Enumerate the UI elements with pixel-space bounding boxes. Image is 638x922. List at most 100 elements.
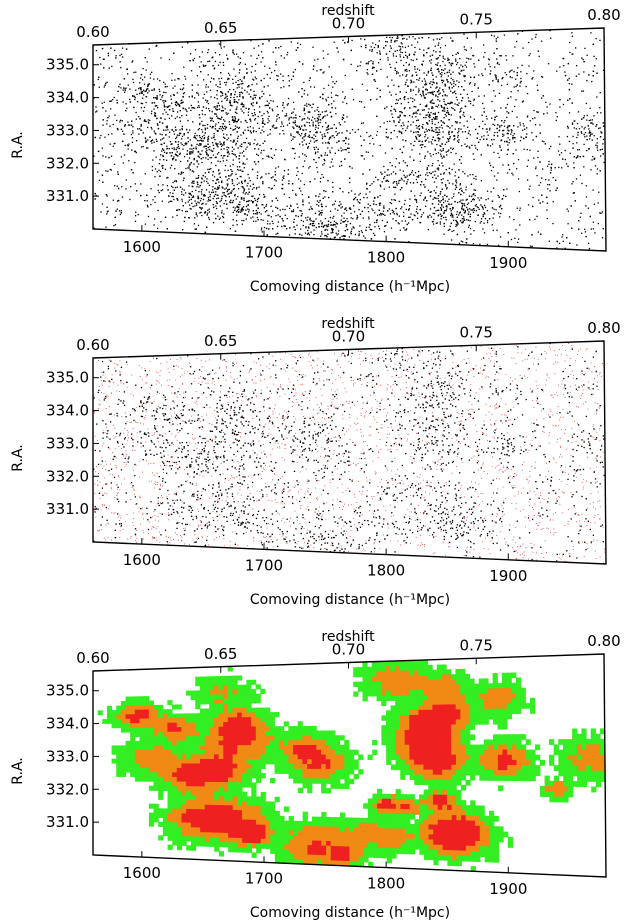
galaxy-point (232, 141, 234, 143)
galaxy-point (202, 124, 204, 127)
galaxy-point (373, 181, 375, 183)
galaxy-point (428, 47, 430, 49)
galaxy-point (97, 171, 99, 173)
galaxy-point (312, 46, 314, 48)
galaxy-point (480, 197, 482, 199)
galaxy-point (295, 194, 297, 197)
galaxy-point (483, 95, 485, 97)
galaxy-point (311, 106, 313, 109)
galaxy-point (444, 194, 446, 196)
galaxy-point (147, 206, 149, 208)
galaxy-point (406, 79, 408, 81)
galaxy-point (216, 194, 218, 196)
galaxy-point (414, 112, 416, 114)
galaxy-point (265, 227, 268, 230)
plot-area (93, 29, 606, 250)
galaxy-point (423, 78, 426, 80)
galaxy-point (396, 49, 398, 52)
galaxy-point (447, 140, 450, 142)
galaxy-point (567, 165, 569, 168)
galaxy-point (283, 133, 285, 135)
galaxy-point (216, 89, 219, 92)
galaxy-point (223, 144, 225, 146)
galaxy-point (224, 97, 226, 99)
galaxy-point (250, 102, 253, 105)
galaxy-point (313, 141, 316, 143)
galaxy-point (562, 234, 564, 236)
galaxy-point (303, 81, 305, 84)
galaxy-point (200, 143, 202, 145)
galaxy-point (307, 117, 309, 119)
galaxy-point (425, 82, 427, 84)
galaxy-point (460, 187, 462, 190)
galaxy-point (119, 213, 122, 216)
galaxy-point (464, 210, 466, 212)
galaxy-point (394, 193, 396, 195)
galaxy-point (207, 138, 210, 140)
galaxy-point (514, 237, 516, 240)
galaxy-point (423, 184, 425, 186)
galaxy-point (345, 142, 347, 145)
galaxy-point (546, 202, 549, 204)
galaxy-point (418, 140, 420, 142)
galaxy-point (430, 141, 433, 143)
galaxy-point (176, 154, 178, 157)
galaxy-point (482, 206, 484, 209)
galaxy-point (412, 100, 414, 103)
galaxy-point (577, 155, 579, 157)
galaxy-point (526, 165, 528, 167)
galaxy-point (215, 207, 218, 210)
galaxy-point (227, 77, 229, 80)
galaxy-point (447, 179, 449, 182)
galaxy-point (236, 166, 239, 168)
galaxy-point (278, 47, 280, 49)
galaxy-point (98, 179, 101, 181)
galaxy-point (282, 220, 284, 222)
galaxy-point (445, 209, 447, 212)
galaxy-point (408, 63, 410, 65)
galaxy-point (599, 92, 601, 94)
galaxy-point (235, 120, 237, 123)
galaxy-point (191, 202, 193, 205)
galaxy-point (123, 154, 126, 156)
galaxy-point (436, 91, 439, 93)
galaxy-point (428, 37, 430, 39)
galaxy-point (166, 177, 168, 179)
galaxy-point (456, 122, 458, 124)
galaxy-point (358, 234, 360, 237)
galaxy-point (370, 59, 372, 62)
galaxy-point (166, 126, 168, 129)
galaxy-point (380, 212, 382, 215)
galaxy-point (302, 224, 304, 227)
galaxy-point (234, 91, 237, 93)
galaxy-point (343, 217, 345, 219)
galaxy-point (178, 153, 181, 155)
galaxy-point (563, 64, 565, 67)
galaxy-point (389, 161, 391, 164)
galaxy-point (477, 214, 480, 216)
galaxy-point (467, 213, 470, 215)
galaxy-point (198, 56, 201, 58)
galaxy-point (288, 196, 291, 199)
galaxy-point (158, 88, 160, 91)
galaxy-point (585, 196, 588, 198)
galaxy-point (187, 201, 189, 203)
galaxy-point (455, 182, 458, 184)
galaxy-point (230, 96, 232, 99)
galaxy-point (193, 97, 196, 99)
galaxy-point (224, 128, 226, 130)
galaxy-point (343, 212, 345, 214)
galaxy-point (435, 105, 437, 107)
galaxy-point (304, 135, 307, 137)
galaxy-point (241, 110, 243, 112)
galaxy-point (114, 114, 116, 116)
galaxy-point (141, 90, 144, 93)
galaxy-point (434, 170, 436, 172)
galaxy-point (138, 116, 140, 118)
galaxy-point (215, 182, 217, 185)
galaxy-point (403, 174, 405, 177)
galaxy-point (329, 136, 332, 138)
galaxy-point (256, 143, 259, 145)
galaxy-point (459, 159, 461, 161)
galaxy-point (227, 78, 229, 81)
